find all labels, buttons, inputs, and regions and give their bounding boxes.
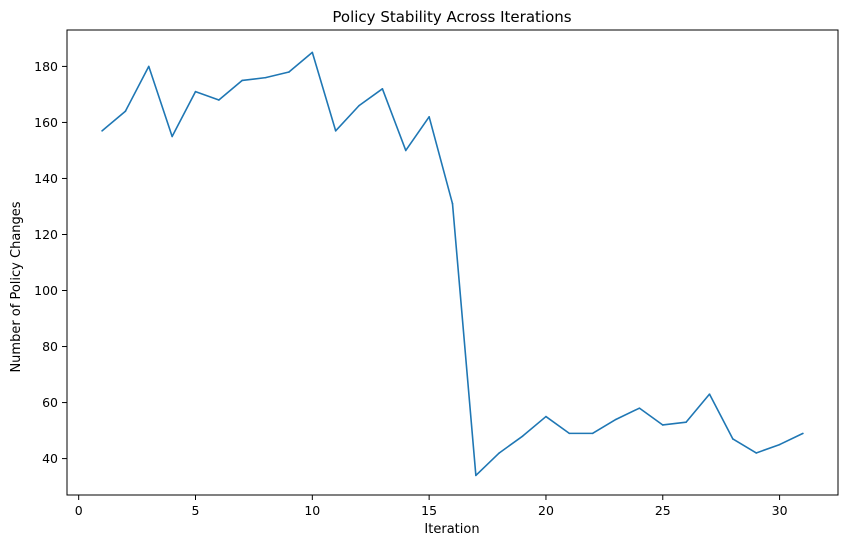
data-point bbox=[755, 452, 758, 454]
data-point bbox=[802, 432, 804, 435]
data-point bbox=[381, 88, 384, 90]
data-point bbox=[264, 76, 267, 79]
data-point bbox=[661, 424, 664, 426]
plot-frame bbox=[66, 29, 839, 496]
data-point bbox=[451, 202, 454, 205]
x-tick-label: 30 bbox=[772, 503, 788, 518]
data-point bbox=[591, 432, 594, 435]
x-tick-label: 15 bbox=[421, 503, 437, 518]
data-point bbox=[475, 474, 477, 477]
y-tick-label: 140 bbox=[34, 171, 58, 186]
data-point bbox=[311, 51, 314, 54]
data-point bbox=[218, 99, 220, 101]
y-tick-label: 180 bbox=[34, 59, 58, 74]
y-tick-label: 40 bbox=[42, 451, 58, 466]
plot-area bbox=[101, 51, 804, 477]
data-point bbox=[778, 443, 781, 446]
data-point bbox=[498, 452, 501, 454]
data-point bbox=[615, 418, 617, 421]
data-point bbox=[171, 135, 173, 138]
x-tick-label: 0 bbox=[75, 503, 83, 518]
data-point bbox=[334, 130, 337, 132]
y-tick-label: 160 bbox=[34, 115, 58, 130]
data-point bbox=[685, 421, 687, 423]
data-point bbox=[545, 415, 547, 418]
x-tick-label: 10 bbox=[304, 503, 320, 518]
x-tick-label: 25 bbox=[655, 503, 671, 518]
y-tick-label: 80 bbox=[42, 339, 58, 354]
data-point bbox=[194, 90, 197, 93]
x-tick-label: 20 bbox=[538, 503, 554, 518]
data-point bbox=[404, 149, 407, 152]
series-line bbox=[101, 51, 804, 477]
y-tick-label: 120 bbox=[34, 227, 58, 242]
data-point bbox=[568, 432, 571, 435]
y-axis-title: Number of Policy Changes bbox=[9, 201, 24, 372]
data-point bbox=[521, 435, 524, 437]
data-point bbox=[241, 79, 244, 82]
y-axis: 40 60 80 100 120 140 160 180 bbox=[34, 59, 67, 466]
x-axis: 0 5 10 15 20 25 30 bbox=[75, 495, 788, 518]
data-point bbox=[708, 393, 711, 395]
x-axis-title: Iteration bbox=[424, 522, 479, 537]
x-tick-label: 5 bbox=[192, 503, 200, 518]
y-tick-label: 100 bbox=[34, 283, 58, 298]
data-point bbox=[147, 65, 150, 68]
data-point bbox=[124, 110, 127, 113]
data-point bbox=[732, 438, 734, 440]
y-tick-label: 60 bbox=[42, 395, 58, 410]
data-point bbox=[358, 104, 360, 107]
data-point bbox=[428, 116, 430, 118]
chart-title: Policy Stability Across Iterations bbox=[332, 8, 571, 26]
data-point bbox=[638, 407, 641, 409]
data-point bbox=[288, 71, 290, 73]
data-point bbox=[101, 130, 103, 132]
